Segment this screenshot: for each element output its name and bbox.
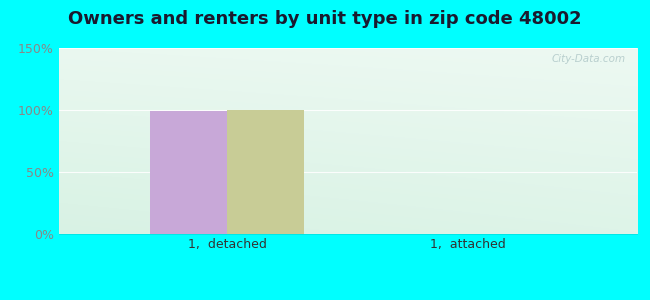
Text: City-Data.com: City-Data.com xyxy=(551,54,625,64)
Text: Owners and renters by unit type in zip code 48002: Owners and renters by unit type in zip c… xyxy=(68,11,582,28)
Bar xyxy=(227,110,304,234)
Bar xyxy=(150,111,228,234)
